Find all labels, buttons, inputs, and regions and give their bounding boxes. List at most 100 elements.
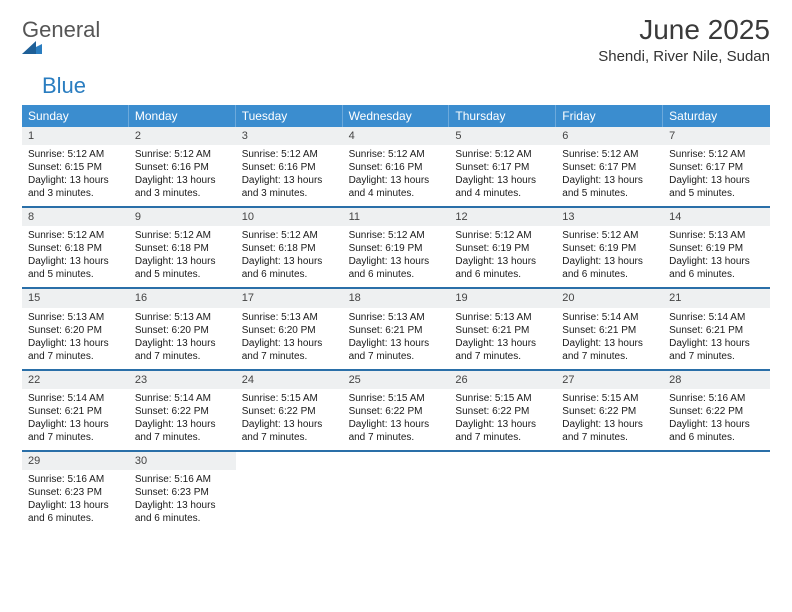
day-cell	[236, 452, 343, 531]
day-cell: 14Sunrise: 5:13 AMSunset: 6:19 PMDayligh…	[663, 208, 770, 287]
dow-cell: Friday	[556, 105, 663, 127]
day-cell: 10Sunrise: 5:12 AMSunset: 6:18 PMDayligh…	[236, 208, 343, 287]
daylight-line-2: and 6 minutes.	[455, 268, 550, 281]
day-cell: 30Sunrise: 5:16 AMSunset: 6:23 PMDayligh…	[129, 452, 236, 531]
day-number: 30	[135, 455, 147, 467]
daylight-line-2: and 6 minutes.	[669, 268, 764, 281]
daylight-line-2: and 6 minutes.	[349, 268, 444, 281]
week-row: 15Sunrise: 5:13 AMSunset: 6:20 PMDayligh…	[22, 289, 770, 368]
brand-mark-icon	[22, 41, 100, 55]
sunrise-line: Sunrise: 5:13 AM	[349, 311, 444, 324]
day-number: 12	[455, 211, 467, 223]
day-number-row: 2	[129, 127, 236, 145]
daylight-line-2: and 7 minutes.	[242, 431, 337, 444]
daylight-line-2: and 4 minutes.	[349, 187, 444, 200]
dow-header-row: Sunday Monday Tuesday Wednesday Thursday…	[22, 105, 770, 127]
sunset-line: Sunset: 6:22 PM	[455, 405, 550, 418]
sunrise-line: Sunrise: 5:14 AM	[669, 311, 764, 324]
day-number: 10	[242, 211, 254, 223]
dow-cell: Saturday	[663, 105, 770, 127]
sunrise-line: Sunrise: 5:12 AM	[455, 148, 550, 161]
day-cell: 2Sunrise: 5:12 AMSunset: 6:16 PMDaylight…	[129, 127, 236, 206]
sunrise-line: Sunrise: 5:15 AM	[242, 392, 337, 405]
daylight-line-2: and 7 minutes.	[669, 350, 764, 363]
day-number-row: 30	[129, 452, 236, 470]
daylight-line-2: and 3 minutes.	[28, 187, 123, 200]
day-number: 24	[242, 374, 254, 386]
day-number: 7	[669, 130, 675, 142]
week-wrap: 1Sunrise: 5:12 AMSunset: 6:15 PMDaylight…	[22, 127, 770, 208]
day-number: 20	[562, 292, 574, 304]
daylight-line-1: Daylight: 13 hours	[28, 255, 123, 268]
sunset-line: Sunset: 6:17 PM	[669, 161, 764, 174]
daylight-line-1: Daylight: 13 hours	[455, 337, 550, 350]
daylight-line-1: Daylight: 13 hours	[349, 174, 444, 187]
week-row: 22Sunrise: 5:14 AMSunset: 6:21 PMDayligh…	[22, 371, 770, 450]
sunrise-line: Sunrise: 5:13 AM	[669, 229, 764, 242]
day-number: 22	[28, 374, 40, 386]
daylight-line-2: and 7 minutes.	[562, 431, 657, 444]
day-cell: 26Sunrise: 5:15 AMSunset: 6:22 PMDayligh…	[449, 371, 556, 450]
day-number-row: 11	[343, 208, 450, 226]
sunrise-line: Sunrise: 5:12 AM	[28, 148, 123, 161]
sunset-line: Sunset: 6:19 PM	[455, 242, 550, 255]
sunrise-line: Sunrise: 5:14 AM	[562, 311, 657, 324]
daylight-line-2: and 6 minutes.	[562, 268, 657, 281]
day-number: 4	[349, 130, 355, 142]
sunset-line: Sunset: 6:21 PM	[669, 324, 764, 337]
daylight-line-2: and 7 minutes.	[28, 431, 123, 444]
daylight-line-1: Daylight: 13 hours	[562, 174, 657, 187]
sunrise-line: Sunrise: 5:14 AM	[28, 392, 123, 405]
day-number: 15	[28, 292, 40, 304]
day-number: 27	[562, 374, 574, 386]
sunset-line: Sunset: 6:19 PM	[669, 242, 764, 255]
day-number-row: 7	[663, 127, 770, 145]
daylight-line-2: and 7 minutes.	[28, 350, 123, 363]
day-number: 19	[455, 292, 467, 304]
sunrise-line: Sunrise: 5:12 AM	[242, 229, 337, 242]
day-number-row: 27	[556, 371, 663, 389]
daylight-line-1: Daylight: 13 hours	[242, 255, 337, 268]
sunset-line: Sunset: 6:16 PM	[242, 161, 337, 174]
day-cell: 7Sunrise: 5:12 AMSunset: 6:17 PMDaylight…	[663, 127, 770, 206]
day-number: 11	[349, 211, 360, 223]
daylight-line-1: Daylight: 13 hours	[455, 255, 550, 268]
sunset-line: Sunset: 6:17 PM	[455, 161, 550, 174]
sunset-line: Sunset: 6:23 PM	[135, 486, 230, 499]
day-number-row: 18	[343, 289, 450, 307]
daylight-line-2: and 6 minutes.	[242, 268, 337, 281]
daylight-line-1: Daylight: 13 hours	[135, 174, 230, 187]
daylight-line-1: Daylight: 13 hours	[669, 337, 764, 350]
day-number-row: 9	[129, 208, 236, 226]
sunrise-line: Sunrise: 5:13 AM	[135, 311, 230, 324]
sunset-line: Sunset: 6:20 PM	[242, 324, 337, 337]
week-row: 8Sunrise: 5:12 AMSunset: 6:18 PMDaylight…	[22, 208, 770, 287]
daylight-line-2: and 6 minutes.	[28, 512, 123, 525]
sunrise-line: Sunrise: 5:13 AM	[455, 311, 550, 324]
week-row: 1Sunrise: 5:12 AMSunset: 6:15 PMDaylight…	[22, 127, 770, 206]
daylight-line-1: Daylight: 13 hours	[562, 337, 657, 350]
day-number: 25	[349, 374, 361, 386]
day-cell: 19Sunrise: 5:13 AMSunset: 6:21 PMDayligh…	[449, 289, 556, 368]
day-number-row: 25	[343, 371, 450, 389]
daylight-line-1: Daylight: 13 hours	[135, 418, 230, 431]
sunrise-line: Sunrise: 5:12 AM	[562, 229, 657, 242]
daylight-line-2: and 7 minutes.	[349, 431, 444, 444]
title-block: June 2025 Shendi, River Nile, Sudan	[598, 14, 770, 65]
day-number: 14	[669, 211, 681, 223]
sunrise-line: Sunrise: 5:12 AM	[28, 229, 123, 242]
day-number-row: 6	[556, 127, 663, 145]
sunset-line: Sunset: 6:20 PM	[135, 324, 230, 337]
day-number-row: 8	[22, 208, 129, 226]
day-cell: 18Sunrise: 5:13 AMSunset: 6:21 PMDayligh…	[343, 289, 450, 368]
day-number-row: 22	[22, 371, 129, 389]
day-number-row: 1	[22, 127, 129, 145]
day-number: 2	[135, 130, 141, 142]
brand-logo: General Blue	[22, 14, 100, 97]
day-number-row: 28	[663, 371, 770, 389]
weeks-container: 1Sunrise: 5:12 AMSunset: 6:15 PMDaylight…	[22, 127, 770, 531]
day-cell	[556, 452, 663, 531]
day-cell: 4Sunrise: 5:12 AMSunset: 6:16 PMDaylight…	[343, 127, 450, 206]
sunset-line: Sunset: 6:22 PM	[242, 405, 337, 418]
sunrise-line: Sunrise: 5:13 AM	[28, 311, 123, 324]
